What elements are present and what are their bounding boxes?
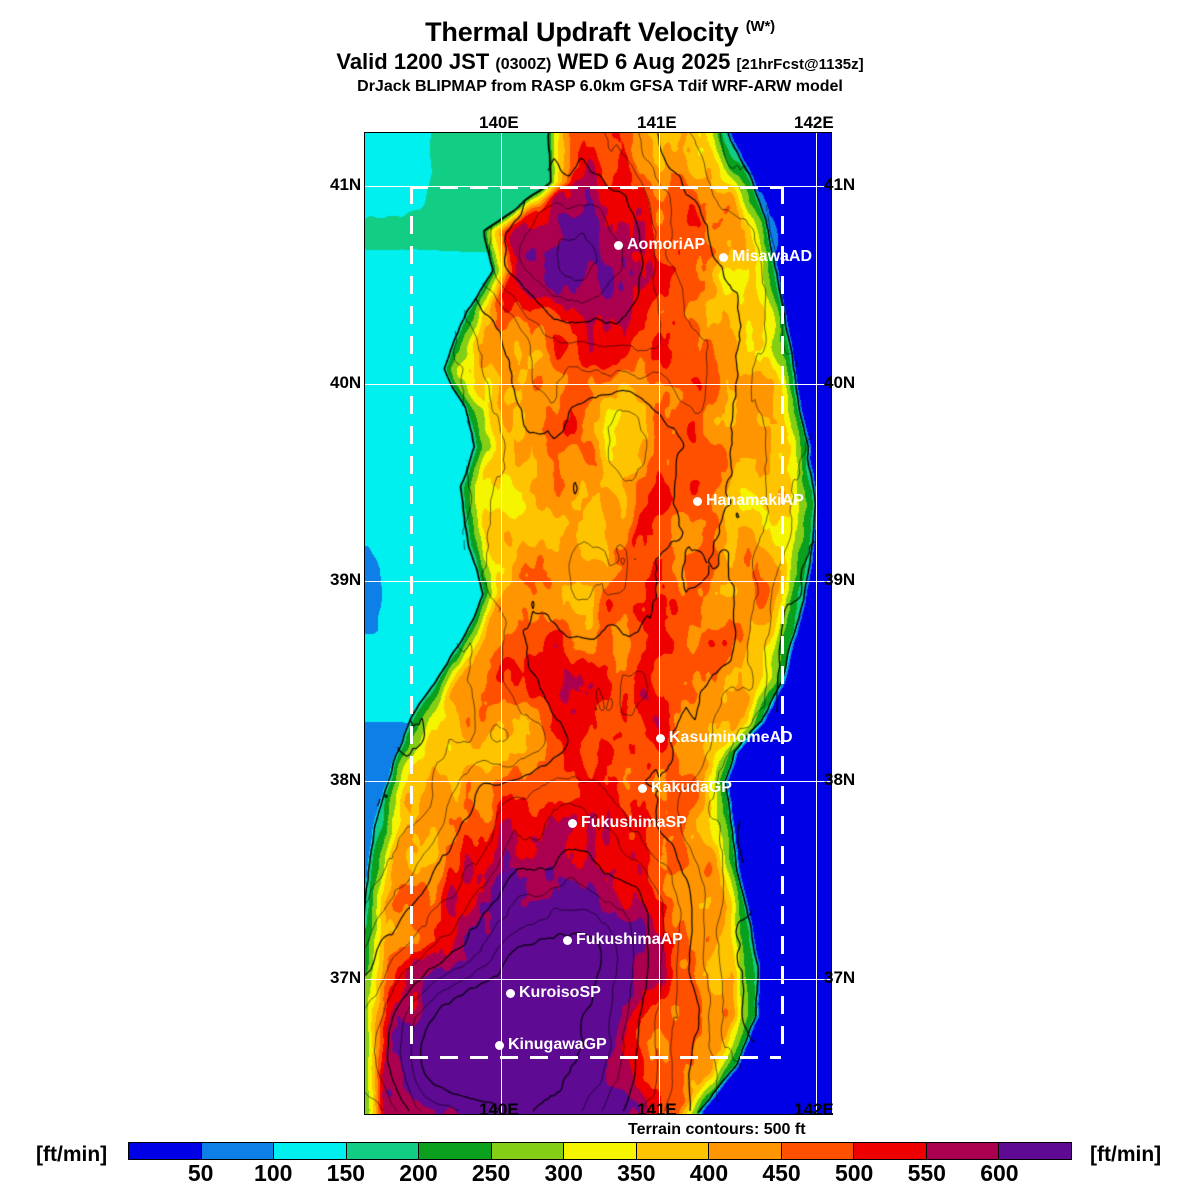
- colorbar-band-100-150: [273, 1143, 346, 1159]
- colorbar-tick-200: 200: [399, 1160, 438, 1186]
- lon-tick-141E-bottom: 141E: [637, 1100, 677, 1119]
- colorbar-band-550-600: [925, 1143, 999, 1159]
- lon-tick-140E-top: 140E: [479, 113, 519, 132]
- valid-date: WED 6 Aug 2025: [557, 49, 731, 75]
- valid-time-line: Valid 1200 JST (0300Z) WED 6 Aug 2025 [2…: [0, 50, 1200, 74]
- colorbar-band-150-200: [345, 1143, 419, 1159]
- colorbar-gradient[interactable]: [128, 1142, 1072, 1160]
- colorbar-band-350-400: [635, 1143, 709, 1159]
- colorbar-tick-150: 150: [326, 1160, 366, 1186]
- colorbar-unit-left: [ft/min]: [36, 1143, 108, 1166]
- colorbar-tick-250: 250: [471, 1160, 511, 1186]
- colorbar-tick-550: 550: [907, 1160, 946, 1186]
- lat-tick-40N-right: 40N: [824, 373, 856, 392]
- colorbar-band-300-350: [563, 1143, 636, 1159]
- colorbar-band-400-450: [708, 1143, 781, 1159]
- map-panel[interactable]: AomoriAP MisawaAD HanamakiAP KasuminomeAD Ka…: [364, 132, 832, 1115]
- forecast-tag: [21hrFcst@1135z]: [736, 56, 864, 74]
- colorbar-legend: [ft/min] [ft/min] 50 100 150 200 250 300 350 40…: [0, 1136, 1200, 1200]
- main-title-subscript: (W*): [745, 18, 775, 35]
- colorbar-tick-450: 450: [762, 1160, 801, 1186]
- lat-tick-37N-left: 37N: [330, 968, 362, 987]
- thermal-updraft-heatmap: [365, 133, 831, 1114]
- lat-tick-40N-left: 40N: [330, 373, 362, 392]
- lon-tick-140E-bottom: 140E: [479, 1100, 519, 1119]
- title-block: Thermal Updraft Velocity (W*) Valid 1200…: [0, 17, 1200, 96]
- colorbar-band-250-300: [490, 1143, 564, 1159]
- colorbar-band-0-50: [129, 1143, 201, 1159]
- colorbar-unit-right: [ft/min]: [1090, 1143, 1162, 1166]
- colorbar-band-500-550: [853, 1143, 926, 1159]
- lon-tick-141E-top: 141E: [637, 113, 677, 132]
- lat-tick-37N-right: 37N: [824, 968, 856, 987]
- lon-tick-142E-bottom: 142E: [794, 1100, 834, 1119]
- colorbar-tick-100: 100: [254, 1160, 293, 1186]
- colorbar-band-600-650: [998, 1143, 1071, 1159]
- lat-tick-38N-right: 38N: [824, 770, 856, 789]
- colorbar-tick-500: 500: [834, 1160, 874, 1186]
- colorbar-tick-400: 400: [689, 1160, 729, 1186]
- valid-utc: (0300Z): [495, 56, 552, 74]
- colorbar-tick-50: 50: [187, 1160, 214, 1186]
- colorbar-tick-350: 350: [617, 1160, 656, 1186]
- lat-tick-39N-right: 39N: [824, 570, 856, 589]
- colorbar-band-50-100: [200, 1143, 274, 1159]
- colorbar-tick-labels: 50 100 150 200 250 300 350 400 450 500 550 600: [0, 1160, 1200, 1188]
- model-line: DrJack BLIPMAP from RASP 6.0km GFSA Tdif…: [357, 77, 843, 95]
- colorbar-tick-600: 600: [980, 1160, 1019, 1186]
- colorbar-band-450-500: [780, 1143, 854, 1159]
- lat-tick-41N-right: 41N: [824, 175, 856, 194]
- valid-prefix: Valid 1200 JST: [336, 49, 490, 75]
- lat-tick-39N-left: 39N: [330, 570, 362, 589]
- lon-tick-142E-top: 142E: [794, 113, 834, 132]
- lat-tick-41N-left: 41N: [330, 175, 362, 194]
- lat-tick-38N-left: 38N: [330, 770, 362, 789]
- colorbar-band-200-250: [418, 1143, 491, 1159]
- main-title-text: Thermal Updraft Velocity: [425, 17, 739, 47]
- terrain-contour-note: Terrain contours: 500 ft: [628, 1121, 806, 1138]
- colorbar-tick-300: 300: [544, 1160, 583, 1186]
- page-title: Thermal Updraft Velocity (W*): [0, 17, 1200, 47]
